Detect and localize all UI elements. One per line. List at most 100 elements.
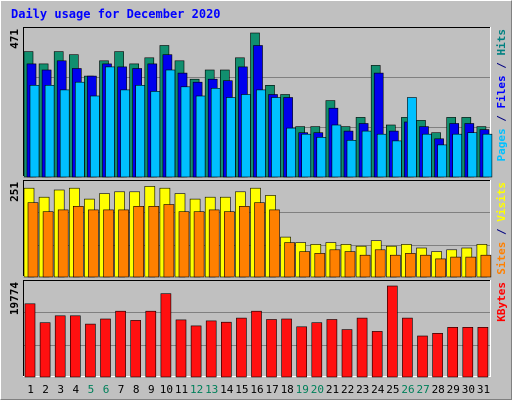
xtick-label-28: 28 [432, 383, 445, 396]
bar-kbytes-3 [54, 315, 66, 378]
axis-label-part: Pages [495, 128, 508, 161]
bar-pages-27 [422, 133, 432, 178]
bar-pages-7 [120, 89, 130, 178]
bar-sites-16 [254, 202, 265, 278]
bar-kbytes-19 [296, 326, 308, 378]
xtick-label-21: 21 [326, 383, 339, 396]
bar-pages-5 [90, 95, 100, 178]
bar-pages-26 [407, 97, 417, 178]
axis-label-part: KBytes [495, 282, 508, 322]
bar-kbytes-22 [341, 329, 353, 378]
bar-pages-1 [29, 85, 40, 178]
chart-title: Daily usage for December 2020 [11, 7, 221, 21]
bar-sites-1 [27, 202, 39, 278]
xtick-label-18: 18 [281, 383, 294, 396]
bar-kbytes-30 [462, 326, 474, 378]
bar-pages-29 [452, 133, 463, 178]
bar-kbytes-27 [417, 335, 428, 378]
bar-pages-23 [361, 130, 372, 178]
bar-sites-24 [374, 249, 386, 278]
bar-kbytes-26 [402, 317, 413, 378]
xtick-label-20: 20 [311, 383, 324, 396]
xtick-label-27: 27 [416, 383, 429, 396]
bar-pages-21 [331, 124, 342, 178]
axis-label-part: Hits [495, 29, 508, 56]
bar-sites-6 [103, 209, 114, 278]
bar-sites-20 [314, 253, 326, 278]
bar-pages-4 [75, 81, 85, 178]
bar-sites-13 [208, 209, 220, 278]
xtick-label-4: 4 [72, 383, 79, 396]
bar-sites-5 [88, 209, 99, 278]
bar-pages-15 [241, 94, 251, 178]
bar-pages-22 [346, 140, 357, 178]
axis-label-part: Files [495, 75, 508, 108]
bar-pages-8 [135, 85, 145, 178]
bar-sites-7 [118, 209, 129, 278]
bar-pages-14 [226, 97, 236, 178]
bar-kbytes-14 [221, 321, 232, 378]
bar-kbytes-18 [281, 318, 292, 378]
bar-pages-18 [286, 127, 296, 178]
bar-kbytes-11 [175, 319, 187, 378]
bar-sites-23 [359, 254, 371, 278]
bar-pages-6 [105, 66, 115, 178]
xtick-label-23: 23 [356, 383, 369, 396]
bar-sites-18 [284, 242, 295, 278]
bar-pages-24 [376, 133, 387, 178]
bar-kbytes-15 [236, 317, 247, 378]
xtick-label-22: 22 [341, 383, 354, 396]
bar-sites-14 [224, 211, 235, 278]
bar-sites-3 [57, 209, 69, 278]
bar-kbytes-16 [251, 310, 262, 378]
bar-kbytes-7 [115, 310, 126, 378]
kbytes-axis-label: KBytes [495, 282, 508, 322]
bar-sites-4 [73, 206, 84, 278]
bar-kbytes-29 [447, 326, 459, 378]
xtick-label-2: 2 [42, 383, 49, 396]
bar-kbytes-10 [160, 293, 172, 378]
bar-sites-10 [163, 204, 175, 278]
xtick-label-8: 8 [133, 383, 140, 396]
xtick-label-14: 14 [220, 383, 234, 396]
bar-kbytes-13 [205, 320, 217, 378]
bar-pages-10 [165, 69, 176, 178]
bar-pages-30 [467, 132, 478, 178]
bar-pages-25 [391, 140, 402, 178]
xtick-label-6: 6 [103, 383, 110, 396]
bar-sites-22 [344, 251, 356, 278]
bar-pages-31 [482, 133, 493, 178]
bar-kbytes-20 [311, 322, 323, 378]
hits-files-pages-ymax-label: 471 [8, 29, 21, 49]
bar-pages-20 [316, 137, 327, 178]
bar-kbytes-25 [386, 285, 398, 378]
bar-pages-17 [271, 97, 281, 178]
bar-sites-19 [299, 251, 311, 278]
bar-sites-28 [435, 258, 446, 278]
bar-kbytes-17 [266, 319, 277, 378]
bar-pages-19 [301, 133, 312, 178]
bar-kbytes-8 [130, 320, 141, 378]
bar-kbytes-28 [432, 332, 443, 378]
bar-pages-11 [180, 86, 191, 178]
xtick-label-9: 9 [148, 383, 155, 396]
bar-sites-9 [148, 206, 160, 278]
xtick-label-26: 26 [401, 383, 414, 396]
xtick-label-15: 15 [235, 383, 248, 396]
xtick-label-7: 7 [118, 383, 125, 396]
bar-sites-29 [450, 256, 462, 278]
bar-sites-12 [193, 211, 205, 278]
bar-pages-3 [59, 89, 70, 178]
xtick-label-10: 10 [160, 383, 173, 396]
bar-sites-26 [405, 253, 416, 278]
bar-sites-8 [133, 206, 144, 278]
bar-kbytes-21 [326, 319, 338, 378]
xtick-label-11: 11 [175, 383, 188, 396]
bar-sites-11 [178, 211, 190, 278]
bar-pages-9 [150, 91, 161, 178]
bar-sites-25 [389, 254, 401, 278]
xtick-label-5: 5 [88, 383, 95, 396]
bar-sites-30 [465, 256, 477, 278]
axis-label-part: Visits [495, 182, 508, 222]
bar-sites-21 [329, 249, 341, 278]
